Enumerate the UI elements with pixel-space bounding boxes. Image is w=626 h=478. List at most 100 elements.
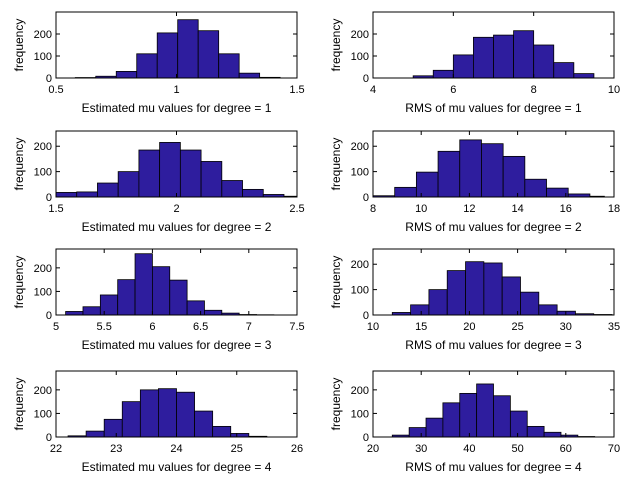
x-axis-label: Estimated mu values for degree = 2 <box>82 220 272 234</box>
histogram-bar <box>194 410 214 438</box>
y-tick-label: 0 <box>363 73 369 85</box>
axes-box <box>372 248 615 316</box>
histogram-panel-est2: 1.5 2 2.5 0 100 200 Estimated mu values for de… <box>12 130 305 234</box>
histogram-bar <box>538 304 558 316</box>
x-tick-label: 7.5 <box>289 321 304 333</box>
y-tick-label: 200 <box>34 263 52 275</box>
y-tick-label: 100 <box>34 51 52 63</box>
y-tick-label: 200 <box>351 259 369 271</box>
histogram-bar <box>573 73 595 79</box>
x-tick-label: 6.5 <box>193 321 208 333</box>
histogram-bar <box>177 19 199 79</box>
x-tick-label: 15 <box>415 321 427 333</box>
histogram-bar <box>212 425 232 438</box>
histogram-bar <box>546 187 569 198</box>
x-tick-label: 4 <box>370 84 376 96</box>
histogram-bar <box>65 311 84 316</box>
y-axis-label: frequency <box>12 378 26 431</box>
histogram-bar <box>242 188 264 198</box>
histogram-bar <box>502 155 526 198</box>
x-tick-label: 70 <box>608 443 620 455</box>
histogram-panel-rms2: 8 10 12 14 16 18 0 100 200 RMS of mu values for d… <box>329 130 620 234</box>
x-tick-label: 7 <box>246 321 252 333</box>
y-axis-label: frequency <box>329 19 343 72</box>
x-tick-label: 1.5 <box>289 84 304 96</box>
x-tick-label: 22 <box>50 443 62 455</box>
x-tick-label: 2 <box>173 203 179 215</box>
x-tick-label: 10 <box>367 321 379 333</box>
y-tick-label: 200 <box>34 385 52 397</box>
histogram-bar <box>465 261 485 316</box>
histogram-bar <box>425 417 444 438</box>
histogram-bar <box>97 182 119 198</box>
y-tick-label: 100 <box>34 286 52 298</box>
x-axis-label: RMS of mu values for degree = 2 <box>405 220 582 234</box>
x-tick-label: 10 <box>608 84 620 96</box>
histogram-bar <box>526 425 545 438</box>
histogram-bar <box>410 304 430 316</box>
histogram-bar <box>408 427 427 438</box>
x-tick-label: 24 <box>170 443 182 455</box>
histogram-bar <box>481 143 504 198</box>
histogram-bar <box>230 433 250 438</box>
histogram-bar <box>169 279 188 316</box>
histogram-bar <box>103 418 123 438</box>
histogram-bar <box>415 171 439 198</box>
histogram-bar <box>85 430 105 438</box>
histogram-bar <box>186 300 205 316</box>
x-tick-label: 40 <box>463 443 475 455</box>
histogram-bar <box>82 306 101 316</box>
histogram-bar <box>520 291 540 316</box>
y-tick-label: 100 <box>351 51 369 63</box>
x-tick-label: 1 <box>173 84 179 96</box>
x-tick-label: 25 <box>511 321 523 333</box>
x-tick-label: 1.5 <box>48 203 63 215</box>
y-tick-label: 0 <box>46 432 52 444</box>
histogram-panel-est4: 22 23 24 25 26 0 100 200 Estimated mu values for… <box>12 370 303 474</box>
y-tick-label: 100 <box>351 167 369 179</box>
x-tick-label: 30 <box>560 321 572 333</box>
y-tick-label: 100 <box>351 285 369 297</box>
histogram-bar <box>134 253 153 316</box>
histogram-bar <box>483 262 503 316</box>
histogram-bar <box>76 191 98 198</box>
x-tick-label: 16 <box>560 203 572 215</box>
x-tick-label: 23 <box>110 443 122 455</box>
histogram-bar <box>524 178 547 198</box>
axes-box <box>55 248 298 316</box>
x-axis-label: RMS of mu values for degree = 3 <box>405 338 582 352</box>
histogram-panel-est3: 5 5.5 6 6.5 7 7.5 0 100 200 Estimated mu values f… <box>12 248 305 352</box>
y-tick-label: 0 <box>46 192 52 204</box>
y-tick-label: 200 <box>34 29 52 41</box>
histogram-panel-rms3: 10 15 20 25 30 35 0 100 200 RMS of mu values for … <box>329 248 620 352</box>
x-tick-label: 60 <box>560 443 572 455</box>
histogram-panel-est1: 0.5 1 1.5 0 100 200 Estimated mu values for de… <box>12 11 305 115</box>
histogram-bar <box>446 270 466 316</box>
histogram-bar <box>501 276 521 316</box>
histogram-bar <box>197 30 220 79</box>
histogram-bar <box>156 32 179 79</box>
y-tick-label: 200 <box>351 141 369 153</box>
x-tick-label: 2.5 <box>289 203 304 215</box>
histogram-bar <box>136 53 158 79</box>
histogram-bar <box>509 410 528 438</box>
histogram-bar <box>437 150 461 198</box>
y-tick-label: 200 <box>351 29 369 41</box>
histogram-bar <box>543 431 562 438</box>
y-axis-label: frequency <box>329 256 343 309</box>
x-tick-label: 0.5 <box>48 84 63 96</box>
y-axis-label: frequency <box>329 138 343 191</box>
histogram-bar <box>428 289 448 316</box>
histogram-bar <box>138 149 161 198</box>
y-tick-label: 200 <box>34 141 52 153</box>
y-axis-label: frequency <box>12 138 26 191</box>
histogram-panel-rms4: 20 30 40 50 60 70 0 100 200 RMS of mu values for … <box>329 370 620 474</box>
x-tick-label: 30 <box>415 443 427 455</box>
histogram-bar <box>158 388 177 438</box>
histogram-bar <box>238 72 261 79</box>
histogram-bar <box>121 401 141 438</box>
histogram-bar <box>115 71 138 79</box>
x-tick-label: 5.5 <box>97 321 112 333</box>
